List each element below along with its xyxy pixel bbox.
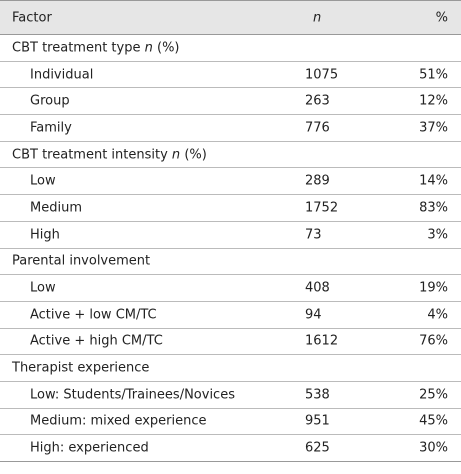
data-row: Active + low CM/TC 94 4% bbox=[0, 302, 461, 329]
data-row: Low: Students/Trainees/Novices 538 25% bbox=[0, 382, 461, 409]
n-cell: 94 bbox=[305, 307, 322, 323]
factor-cell: Active + high CM/TC bbox=[30, 333, 163, 349]
data-row: Low 289 14% bbox=[0, 168, 461, 196]
factor-cell: High: experienced bbox=[30, 440, 149, 456]
factor-cell: Low bbox=[30, 173, 56, 189]
n-cell: 408 bbox=[305, 280, 330, 296]
n-cell: 1612 bbox=[305, 333, 339, 349]
section-title-italic: n bbox=[144, 40, 153, 56]
section-title-after: (%) bbox=[184, 147, 207, 163]
factor-cell: Family bbox=[30, 120, 72, 136]
n-cell: 73 bbox=[305, 227, 322, 243]
section-title-text: CBT treatment intensity bbox=[12, 147, 168, 163]
n-cell: 1075 bbox=[305, 67, 339, 83]
section-title-text: Therapist experience bbox=[12, 360, 150, 376]
section-row: Parental involvement bbox=[0, 249, 461, 276]
n-cell: 951 bbox=[305, 413, 330, 429]
percent-cell: 4% bbox=[427, 307, 448, 323]
factor-cell: High bbox=[30, 227, 60, 243]
n-cell: 625 bbox=[305, 440, 330, 456]
n-cell: 538 bbox=[305, 387, 330, 403]
percent-cell: 51% bbox=[419, 67, 448, 83]
header-row: Factor n % bbox=[0, 1, 461, 35]
percent-cell: 25% bbox=[419, 387, 448, 403]
section-title-after: (%) bbox=[157, 40, 180, 56]
section-title-text: CBT treatment type bbox=[12, 40, 141, 56]
data-row: High: experienced 625 30% bbox=[0, 435, 461, 462]
header-cell: n bbox=[313, 10, 322, 25]
header-cell: % bbox=[435, 10, 448, 25]
percent-cell: 12% bbox=[419, 93, 448, 109]
data-row: Medium 1752 83% bbox=[0, 195, 461, 222]
table: Factor n % CBT treatment type n (%) Indiv… bbox=[0, 0, 461, 462]
factor-cell: Medium bbox=[30, 200, 82, 216]
percent-cell: 83% bbox=[419, 200, 448, 216]
section-title: CBT treatment intensity n (%) bbox=[12, 147, 207, 162]
percent-cell: 3% bbox=[427, 227, 448, 243]
data-row: Individual 1075 51% bbox=[0, 62, 461, 89]
factor-cell: Group bbox=[30, 93, 70, 109]
factor-cell: Medium: mixed experience bbox=[30, 413, 207, 429]
factor-cell: Active + low CM/TC bbox=[30, 307, 157, 323]
section-title: CBT treatment type n (%) bbox=[12, 40, 180, 55]
percent-cell: 14% bbox=[419, 173, 448, 189]
section-title-text: Parental involvement bbox=[12, 253, 151, 269]
section-row: CBT treatment type n (%) bbox=[0, 35, 461, 62]
factor-cell: Individual bbox=[30, 67, 94, 83]
section-title: Parental involvement bbox=[12, 254, 150, 269]
percent-cell: 45% bbox=[419, 413, 448, 429]
percent-cell: 76% bbox=[419, 333, 448, 349]
section-title-italic: n bbox=[171, 147, 181, 163]
data-row: Group 263 12% bbox=[0, 88, 461, 116]
header-cell: Factor bbox=[12, 10, 52, 25]
factor-cell: Low bbox=[30, 280, 56, 296]
percent-cell: 37% bbox=[419, 120, 448, 136]
section-row: Therapist experience bbox=[0, 355, 461, 382]
n-cell: 263 bbox=[305, 93, 330, 109]
n-cell: 1752 bbox=[305, 200, 339, 216]
section-title: Therapist experience bbox=[12, 361, 149, 376]
data-row: Low 408 19% bbox=[0, 275, 461, 302]
data-row: High 73 3% bbox=[0, 222, 461, 249]
section-row: CBT treatment intensity n (%) bbox=[0, 142, 461, 169]
percent-cell: 30% bbox=[419, 440, 448, 456]
n-cell: 289 bbox=[305, 173, 330, 189]
factor-cell: Low: Students/Trainees/Novices bbox=[30, 387, 235, 403]
n-cell: 776 bbox=[305, 120, 330, 136]
data-row: Medium: mixed experience 951 45% bbox=[0, 409, 461, 436]
data-row: Family 776 37% bbox=[0, 115, 461, 142]
percent-cell: 19% bbox=[419, 280, 448, 296]
data-row: Active + high CM/TC 1612 76% bbox=[0, 329, 461, 356]
